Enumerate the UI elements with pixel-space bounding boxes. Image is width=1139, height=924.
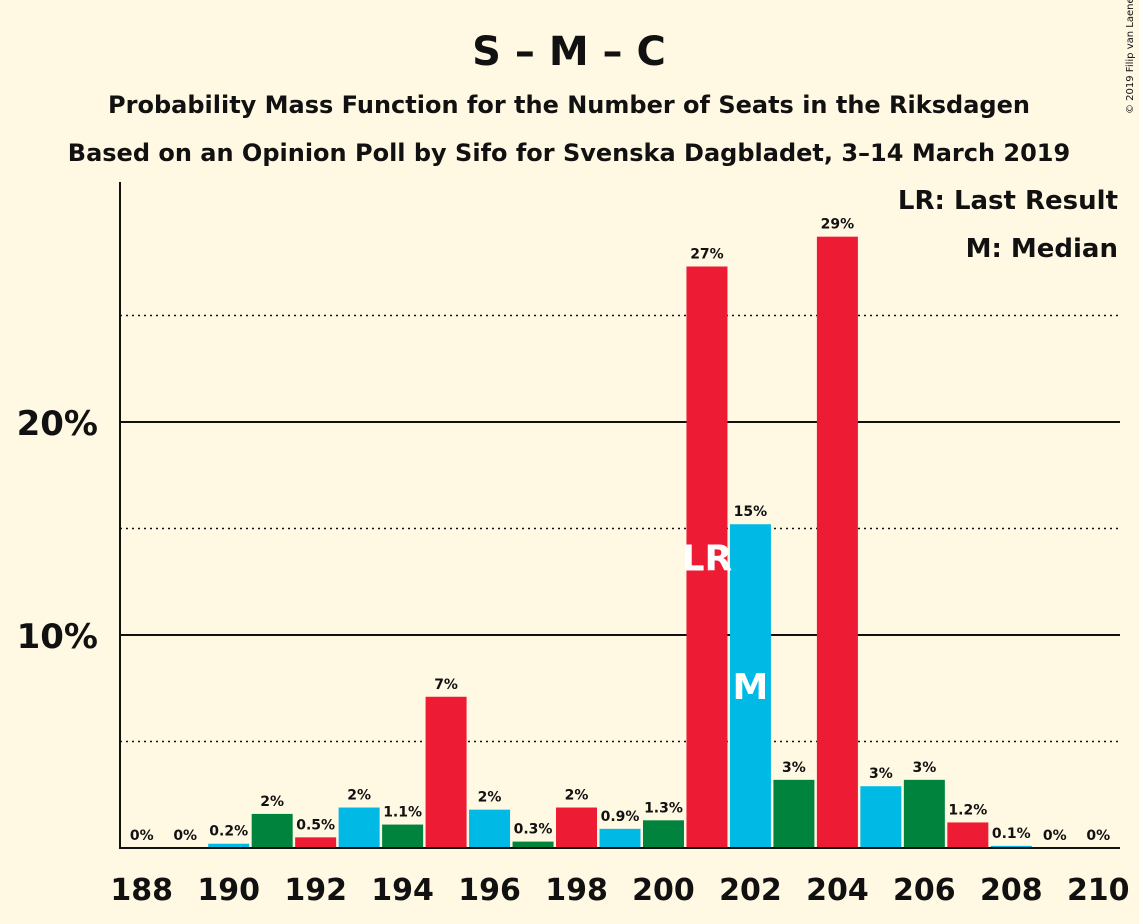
data-label-191: 2% xyxy=(260,794,284,810)
data-label-190: 0.2% xyxy=(209,824,248,840)
data-label-205: 3% xyxy=(869,766,893,782)
bar-195 xyxy=(425,696,467,848)
x-tick-204: 204 xyxy=(806,873,869,908)
data-label-192: 0.5% xyxy=(296,817,335,833)
x-tick-208: 208 xyxy=(980,873,1043,908)
y-tick-20: 20% xyxy=(17,404,98,444)
bar-190 xyxy=(208,843,250,848)
data-label-209: 0% xyxy=(1043,828,1067,844)
data-label-210: 0% xyxy=(1086,828,1110,844)
x-tick-196: 196 xyxy=(458,873,521,908)
data-label-204: 29% xyxy=(821,217,855,233)
bar-205 xyxy=(860,786,902,848)
bar-200 xyxy=(642,820,684,848)
data-label-194: 1.1% xyxy=(383,805,422,821)
bar-199 xyxy=(599,828,641,848)
x-tick-192: 192 xyxy=(284,873,347,908)
bars-group xyxy=(208,236,1032,848)
chart-title: S – M – C xyxy=(472,29,666,75)
x-tick-200: 200 xyxy=(632,873,695,908)
bar-201 xyxy=(686,266,728,848)
data-labels-group: 0% 0% 0.2% 2% 0.5% 2% 1.1% 7% 2% 0.3% 2% 0.9%1.3% 27… xyxy=(130,217,1110,844)
data-label-200: 1.3% xyxy=(644,800,683,816)
bar-207 xyxy=(947,822,989,848)
bar-197 xyxy=(512,841,554,848)
data-label-188: 0% xyxy=(130,828,154,844)
bar-196 xyxy=(469,809,511,848)
data-label-208: 0.1% xyxy=(992,826,1031,842)
data-label-207: 1.2% xyxy=(948,802,987,818)
legend-median: M: Median xyxy=(966,234,1118,264)
data-label-195: 7% xyxy=(434,677,458,693)
data-label-201: 27% xyxy=(690,247,724,263)
bar-206 xyxy=(903,779,945,848)
data-label-189: 0% xyxy=(173,828,197,844)
x-tick-206: 206 xyxy=(893,873,956,908)
data-label-193: 2% xyxy=(347,788,371,804)
x-tick-188: 188 xyxy=(110,873,173,908)
bar-194 xyxy=(382,824,424,848)
x-tick-labels: 188 190 192 194 196 198 200 202 204 206 208 210 xyxy=(110,873,1129,908)
data-label-199: 0.9% xyxy=(601,809,640,825)
marker-m-202: M xyxy=(733,667,769,708)
data-label-202: 15% xyxy=(734,504,768,520)
bar-203 xyxy=(773,779,815,848)
bar-192 xyxy=(295,837,337,848)
bar-204 xyxy=(816,236,858,848)
x-tick-210: 210 xyxy=(1067,873,1130,908)
chart-subtitle-1: Probability Mass Function for the Number… xyxy=(108,91,1030,119)
gridlines xyxy=(120,314,1120,743)
bar-191 xyxy=(251,813,293,848)
data-label-206: 3% xyxy=(912,760,936,776)
y-tick-10: 10% xyxy=(17,617,98,657)
data-label-203: 3% xyxy=(782,760,806,776)
bar-193 xyxy=(338,807,380,848)
bar-208 xyxy=(990,845,1032,848)
chart-subtitle-2: Based on an Opinion Poll by Sifo for Sve… xyxy=(68,139,1070,167)
marker-lr-201: LR xyxy=(682,538,733,579)
x-tick-194: 194 xyxy=(371,873,434,908)
data-label-197: 0.3% xyxy=(514,822,553,838)
copyright-note: © 2019 Filip van Laenen xyxy=(1125,0,1136,114)
x-tick-198: 198 xyxy=(545,873,608,908)
legend-last-result: LR: Last Result xyxy=(898,186,1118,216)
data-label-198: 2% xyxy=(565,788,589,804)
y-tick-labels: 10% 20% xyxy=(17,404,98,657)
bar-202 xyxy=(729,524,771,848)
x-tick-202: 202 xyxy=(719,873,782,908)
bar-198 xyxy=(556,807,598,848)
data-label-196: 2% xyxy=(478,790,502,806)
x-tick-190: 190 xyxy=(197,873,260,908)
